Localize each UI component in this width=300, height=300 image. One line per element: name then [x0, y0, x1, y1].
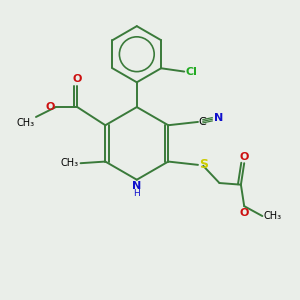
- Text: S: S: [199, 158, 208, 171]
- Text: O: O: [45, 102, 55, 112]
- Text: H: H: [134, 189, 140, 198]
- Text: C: C: [199, 117, 206, 127]
- Text: O: O: [73, 74, 82, 84]
- Text: N: N: [132, 181, 141, 191]
- Text: CH₃: CH₃: [61, 158, 79, 168]
- Text: O: O: [239, 152, 249, 162]
- Text: O: O: [239, 208, 249, 218]
- Text: CH₃: CH₃: [17, 118, 35, 128]
- Text: CH₃: CH₃: [263, 211, 281, 221]
- Text: Cl: Cl: [186, 67, 198, 76]
- Text: N: N: [214, 113, 223, 123]
